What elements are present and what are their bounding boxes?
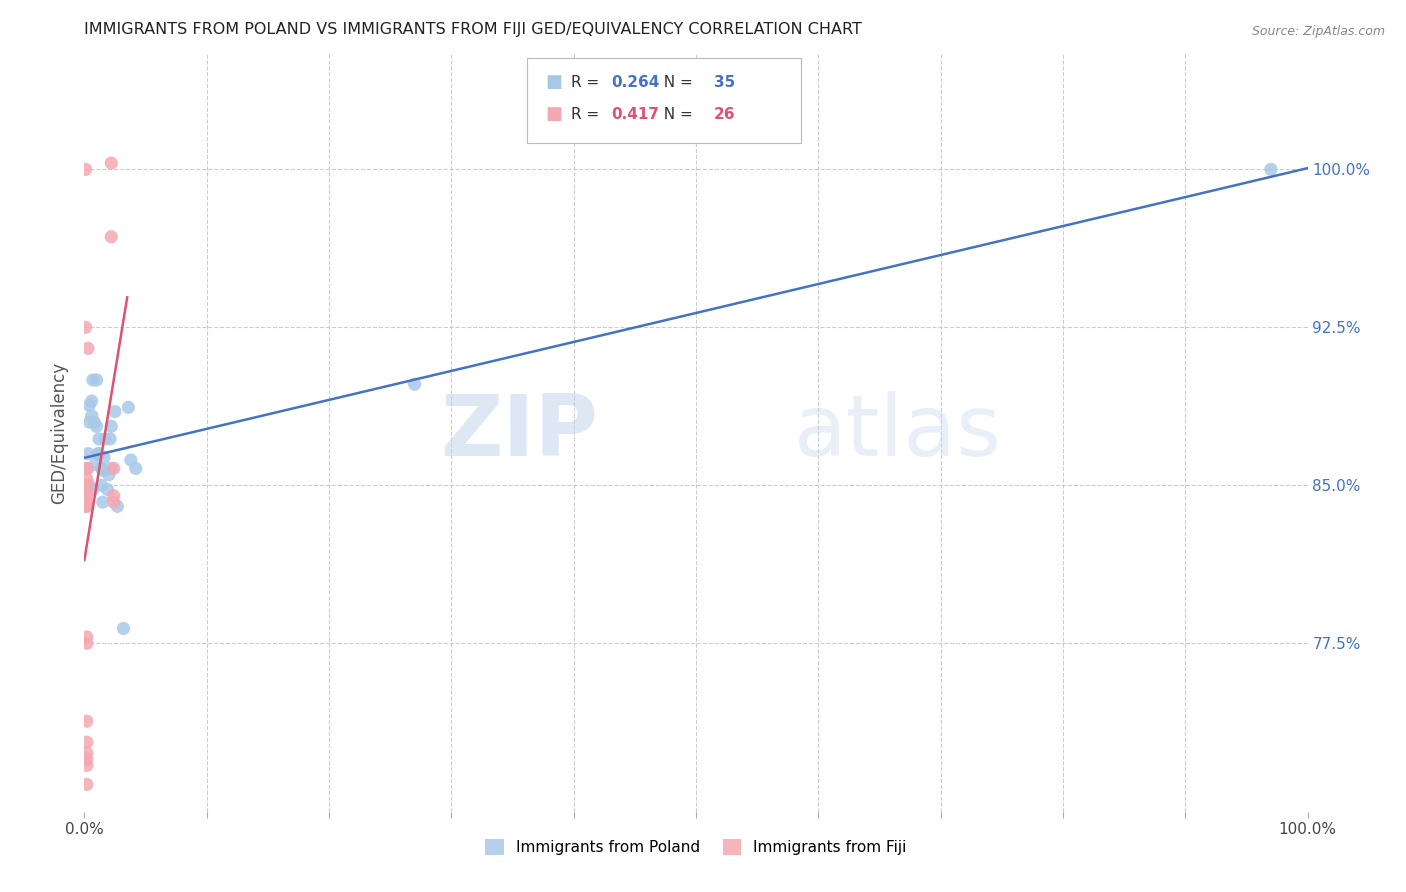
Text: N =: N = <box>654 107 697 121</box>
Point <box>93 450 115 465</box>
Text: R =: R = <box>571 75 605 89</box>
Point <box>76 746 98 760</box>
Legend: Immigrants from Poland, Immigrants from Fiji: Immigrants from Poland, Immigrants from … <box>479 833 912 861</box>
Text: R =: R = <box>571 107 605 121</box>
Point <box>112 622 135 636</box>
Point <box>97 467 120 482</box>
Point <box>76 758 98 772</box>
Point <box>90 461 112 475</box>
Point <box>125 461 148 475</box>
Y-axis label: GED/Equivalency: GED/Equivalency <box>51 361 69 504</box>
Point <box>77 415 100 429</box>
Point <box>82 483 104 497</box>
Point <box>91 495 114 509</box>
Point <box>84 457 107 471</box>
Point <box>75 162 97 177</box>
Text: 26: 26 <box>714 107 735 121</box>
Point <box>98 432 121 446</box>
Point <box>76 630 98 644</box>
Point <box>87 432 110 446</box>
Point <box>76 472 98 486</box>
Point <box>77 478 100 492</box>
Point <box>76 489 98 503</box>
Point <box>117 401 139 415</box>
Point <box>103 489 125 503</box>
Point <box>75 500 97 514</box>
Point <box>77 398 100 412</box>
Point <box>77 461 100 475</box>
Text: N =: N = <box>654 75 697 89</box>
Point <box>76 714 98 728</box>
Point <box>103 495 125 509</box>
Point <box>76 500 98 514</box>
Point <box>1260 162 1282 177</box>
Text: atlas: atlas <box>794 391 1002 475</box>
Point <box>83 415 105 429</box>
Text: ■: ■ <box>546 105 562 123</box>
Point <box>100 461 122 475</box>
Text: ZIP: ZIP <box>440 391 598 475</box>
Point <box>75 478 97 492</box>
Point <box>76 478 98 492</box>
Point <box>76 752 98 766</box>
Point <box>100 229 122 244</box>
Point <box>75 461 97 475</box>
Point <box>97 483 120 497</box>
Point <box>87 447 110 461</box>
Point <box>76 461 98 475</box>
Point <box>93 464 115 478</box>
Point <box>104 404 127 418</box>
Point <box>120 453 142 467</box>
Point <box>105 500 128 514</box>
Point <box>75 320 97 334</box>
Text: ■: ■ <box>546 73 562 91</box>
Point <box>76 777 98 791</box>
Point <box>100 419 122 434</box>
Point <box>86 373 108 387</box>
Text: 35: 35 <box>714 75 735 89</box>
Point <box>76 636 98 650</box>
Point <box>80 394 103 409</box>
Point <box>76 735 98 749</box>
Point <box>80 409 103 423</box>
Point <box>404 377 426 392</box>
Point <box>100 156 122 170</box>
Point <box>90 478 112 492</box>
Point <box>86 419 108 434</box>
Text: 0.264: 0.264 <box>612 75 659 89</box>
Text: 0.417: 0.417 <box>612 107 659 121</box>
Point <box>77 447 100 461</box>
Point <box>77 342 100 356</box>
Text: Source: ZipAtlas.com: Source: ZipAtlas.com <box>1251 25 1385 38</box>
Point <box>87 447 110 461</box>
Text: IMMIGRANTS FROM POLAND VS IMMIGRANTS FROM FIJI GED/EQUIVALENCY CORRELATION CHART: IMMIGRANTS FROM POLAND VS IMMIGRANTS FRO… <box>84 22 862 37</box>
Point <box>76 484 98 499</box>
Point <box>103 461 125 475</box>
Point <box>94 432 117 446</box>
Point <box>76 495 98 509</box>
Point <box>82 373 104 387</box>
